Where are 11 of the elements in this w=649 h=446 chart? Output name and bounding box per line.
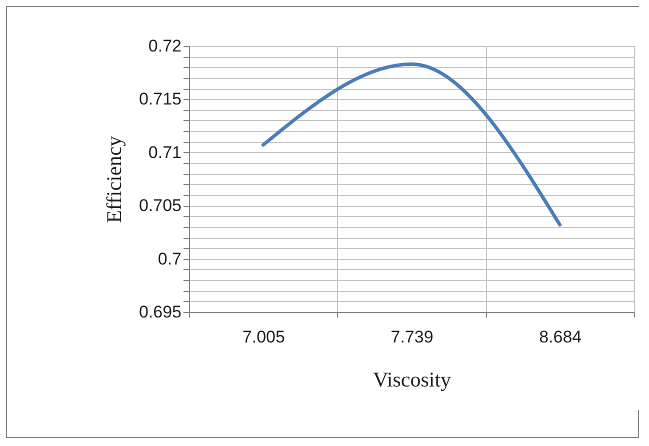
x-axis-title: Viscosity — [372, 368, 452, 392]
y-axis-title: Efficiency — [102, 135, 126, 224]
y-tick-label: 0.7 — [158, 249, 182, 268]
x-tick-label: 8.684 — [539, 328, 582, 346]
y-tick-label: 0.695 — [138, 302, 182, 322]
x-tick-label: 7.005 — [242, 328, 285, 346]
x-tick-label: 7.739 — [390, 328, 434, 346]
y-tick-label: 0.71 — [148, 142, 182, 162]
y-tick-label: 0.715 — [138, 90, 182, 109]
y-tick-label: 0.705 — [138, 196, 182, 216]
y-tick-label: 0.72 — [148, 36, 182, 56]
